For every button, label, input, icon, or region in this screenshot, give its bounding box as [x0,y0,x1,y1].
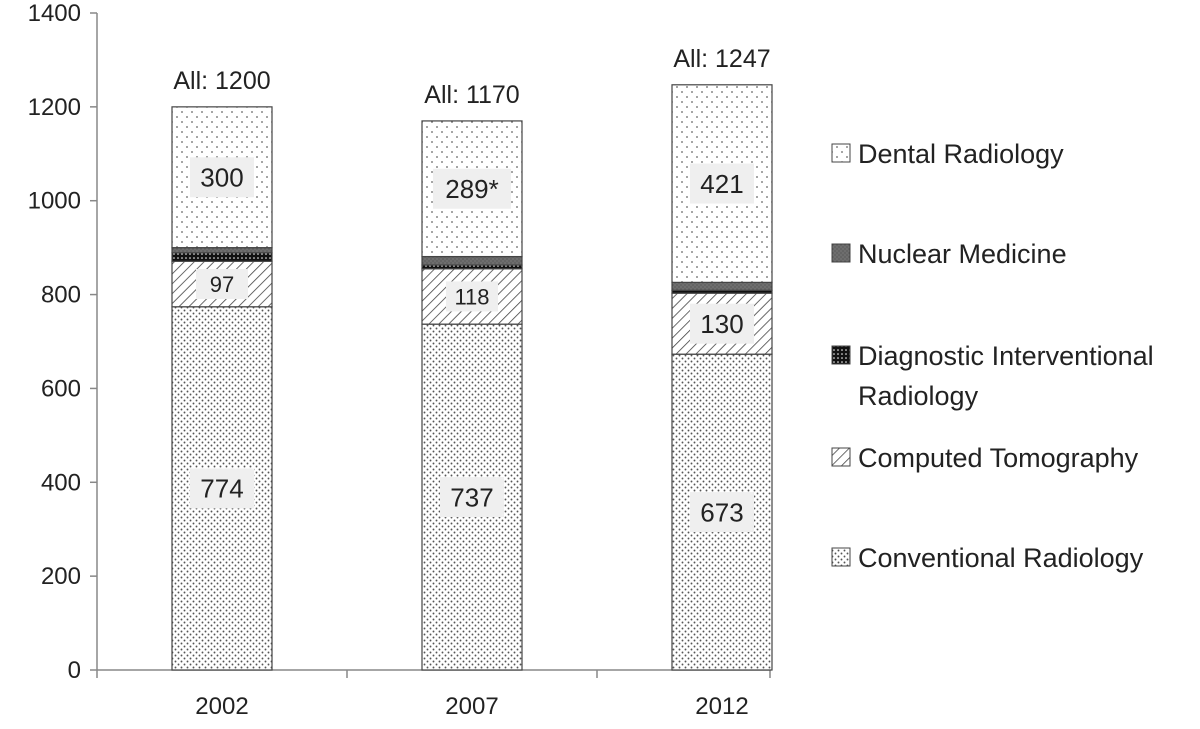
legend-swatch-nuclear-medicine [831,243,851,263]
labels-layer: 774 97 300 All: 1200 737 118 289* All: 1170 673 1… [173,45,771,533]
legend-item-conventional-radiology: Conventional Radiology [831,543,1144,573]
data-label-computed-tomography-2012: 130 [700,309,743,339]
y-tick-label-800: 800 [41,282,81,309]
data-label-box-conventional-radiology-2012 [690,492,754,533]
y-tick-label-400: 400 [41,469,81,496]
bar-segment-diagnostic-interventional-radiology-2002 [171,252,273,262]
bar-segment-nuclear-medicine-2007 [421,255,523,266]
data-label-computed-tomography-2002: 97 [210,272,234,297]
y-tick-label-1400: 1400 [28,0,81,27]
y-tick-label-0: 0 [68,657,81,684]
data-label-dental-radiology-2007: 289* [445,174,499,204]
data-label-box-conventional-radiology-2007 [440,477,504,518]
total-label-2002: All: 1200 [173,67,270,95]
data-label-box-computed-tomography-2007 [446,281,498,312]
data-label-box-dental-radiology-2007 [433,168,511,209]
data-label-box-dental-radiology-2012 [690,163,754,204]
data-label-box-computed-tomography-2002 [196,269,248,300]
y-tick-label-1000: 1000 [28,188,81,215]
x-tick-label-2002: 2002 [195,693,248,720]
bar-segment-nuclear-medicine-2002 [171,247,273,254]
legend-label-nuclear-medicine: Nuclear Medicine [858,239,1067,269]
data-label-box-computed-tomography-2012 [690,303,754,344]
total-label-2007: All: 1170 [424,81,519,109]
y-tick-label-600: 600 [41,375,81,402]
legend-label-diagnostic-interventional-radiology: Diagnostic Interventional Radiology [858,341,1154,411]
total-label-2012: All: 1247 [673,45,770,73]
data-label-conventional-radiology-2012: 673 [700,497,743,527]
legend-swatch-computed-tomography [831,447,851,467]
data-label-box-dental-radiology-2002 [190,157,254,198]
legend: Dental Radiology Nuclear Medicine Diagnost… [831,139,1154,573]
legend-item-nuclear-medicine: Nuclear Medicine [831,239,1067,269]
y-tick-label-1200: 1200 [28,94,81,121]
legend-item-diagnostic-interventional-radiology: Diagnostic Interventional Radiology [831,341,1154,411]
x-tick-label-2012: 2012 [695,693,748,720]
legend-swatch-dental-radiology [831,143,851,163]
axes-layer: 0 200 400 600 800 1000 1200 1400 2002 2007 2012 [28,0,771,720]
bar-segment-nuclear-medicine-2012 [671,281,773,291]
data-label-dental-radiology-2002: 300 [200,163,243,193]
legend-swatch-diagnostic-interventional-radiology [831,345,851,365]
legend-label-conventional-radiology: Conventional Radiology [858,543,1144,573]
legend-label-dental-radiology: Dental Radiology [858,139,1064,169]
data-label-box-conventional-radiology-2002 [190,468,254,509]
x-tick-label-2007: 2007 [445,693,498,720]
data-label-computed-tomography-2007: 118 [454,284,489,309]
data-label-conventional-radiology-2002: 774 [200,474,243,504]
legend-swatch-conventional-radiology [831,547,851,567]
legend-item-dental-radiology: Dental Radiology [831,139,1064,169]
legend-item-computed-tomography: Computed Tomography [831,443,1139,473]
legend-label-computed-tomography: Computed Tomography [858,443,1139,473]
data-label-dental-radiology-2012: 421 [700,169,743,199]
data-label-conventional-radiology-2007: 737 [450,482,493,512]
y-tick-label-200: 200 [41,563,81,590]
